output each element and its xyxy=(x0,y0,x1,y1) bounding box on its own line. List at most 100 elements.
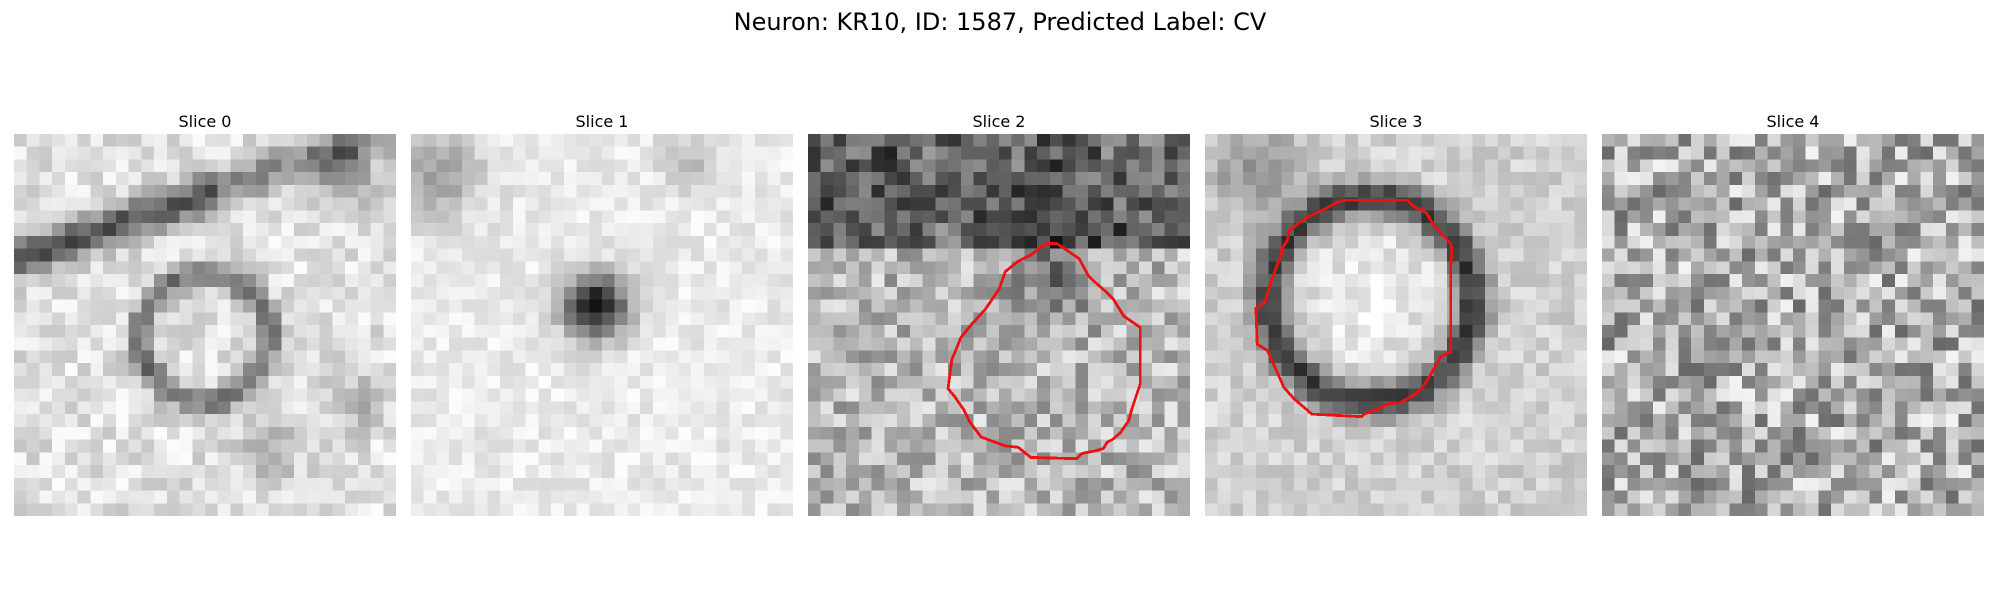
pixel xyxy=(1243,197,1257,211)
pixel xyxy=(205,414,218,428)
pixel xyxy=(1958,184,1972,198)
pixel xyxy=(1255,426,1269,440)
pixel xyxy=(1793,184,1806,198)
pixel xyxy=(423,223,437,237)
pixel xyxy=(1205,134,1218,147)
pixel xyxy=(1523,439,1537,453)
pixel xyxy=(230,375,244,389)
pixel xyxy=(1062,477,1076,491)
pixel xyxy=(1217,312,1231,326)
pixel xyxy=(1536,401,1550,415)
pixel xyxy=(1729,350,1743,364)
pixel xyxy=(1446,146,1460,160)
pixel xyxy=(1640,388,1654,402)
pixel xyxy=(436,426,450,440)
pixel xyxy=(846,134,860,147)
pixel xyxy=(179,159,193,173)
pixel xyxy=(627,375,641,389)
pixel xyxy=(52,299,66,313)
pixel xyxy=(1882,363,1896,377)
pixel xyxy=(1370,503,1384,516)
pixel xyxy=(1574,388,1587,402)
pixel xyxy=(1523,146,1537,160)
pixel xyxy=(1754,388,1768,402)
pixel xyxy=(370,426,384,440)
pixel xyxy=(103,210,117,224)
pixel xyxy=(487,235,501,249)
pixel xyxy=(780,401,793,415)
pixel xyxy=(1869,414,1883,428)
pixel xyxy=(1370,490,1384,504)
pixel xyxy=(1627,414,1641,428)
pixel xyxy=(1205,146,1218,160)
pixel xyxy=(563,134,577,147)
pixel xyxy=(52,210,66,224)
pixel xyxy=(602,426,615,440)
pixel xyxy=(1843,159,1857,173)
pixel xyxy=(1627,274,1641,288)
pixel xyxy=(1281,350,1295,364)
pixel xyxy=(833,465,847,479)
pixel xyxy=(1933,490,1947,504)
pixel xyxy=(1357,350,1371,364)
pixel xyxy=(1139,235,1153,249)
pixel xyxy=(767,363,781,377)
pixel xyxy=(205,261,218,275)
pixel xyxy=(1793,223,1806,237)
pixel xyxy=(1319,490,1333,504)
pixel xyxy=(767,146,781,160)
pixel xyxy=(551,274,565,288)
pixel xyxy=(1729,286,1743,300)
pixel xyxy=(179,401,193,415)
pixel xyxy=(614,426,628,440)
pixel xyxy=(1230,223,1244,237)
pixel xyxy=(1856,172,1870,186)
pixel xyxy=(858,235,872,249)
pixel xyxy=(306,363,320,377)
pixel xyxy=(243,184,257,198)
pixel xyxy=(1396,426,1409,440)
pixel xyxy=(1139,337,1153,351)
pixel xyxy=(922,375,936,389)
pixel xyxy=(833,134,847,147)
pixel xyxy=(652,325,666,338)
pixel xyxy=(1818,350,1832,364)
pixel xyxy=(1255,223,1269,237)
pixel xyxy=(820,235,834,249)
pixel xyxy=(1729,388,1743,402)
pixel xyxy=(1370,388,1384,402)
pixel xyxy=(1856,490,1870,504)
pixel xyxy=(1497,235,1511,249)
pixel xyxy=(678,261,692,275)
pixel xyxy=(1510,235,1524,249)
pixel xyxy=(999,134,1012,147)
pixel xyxy=(871,210,885,224)
pixel xyxy=(1230,375,1244,389)
pixel xyxy=(576,159,590,173)
pixel xyxy=(411,337,424,351)
pixel xyxy=(691,223,705,237)
pixel xyxy=(461,325,475,338)
pixel xyxy=(808,439,821,453)
pixel xyxy=(255,503,269,516)
pixel xyxy=(1370,363,1384,377)
pixel xyxy=(1268,172,1282,186)
slice-image xyxy=(14,134,396,516)
pixel xyxy=(1139,134,1153,147)
pixel xyxy=(1933,350,1947,364)
pixel xyxy=(1640,248,1654,262)
pixel xyxy=(1024,375,1038,389)
pixel xyxy=(281,299,295,313)
pixel xyxy=(909,388,923,402)
pixel xyxy=(563,286,577,300)
pixel xyxy=(1548,286,1562,300)
pixel xyxy=(780,439,793,453)
pixel xyxy=(589,439,603,453)
pixel xyxy=(474,477,488,491)
pixel xyxy=(1011,184,1025,198)
pixel xyxy=(1075,312,1089,326)
pixel xyxy=(14,350,27,364)
pixel xyxy=(1230,134,1244,147)
pixel xyxy=(678,465,692,479)
pixel xyxy=(487,414,501,428)
